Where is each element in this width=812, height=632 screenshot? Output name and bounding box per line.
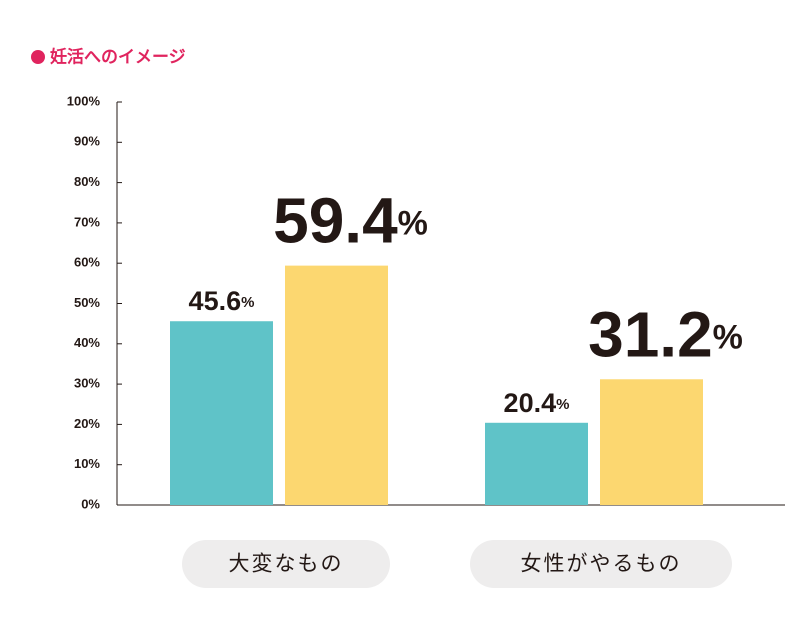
x-tick-label: 女性がやるもの (521, 553, 682, 576)
y-tick-label: 20% (74, 416, 100, 431)
y-tick-label: 60% (74, 255, 100, 270)
bar (600, 379, 703, 505)
value-label: 31.2% (588, 298, 743, 370)
y-tick-label: 50% (74, 295, 100, 310)
value-label: 20.4% (504, 388, 570, 418)
x-tick-label: 大変なもの (229, 553, 344, 576)
y-tick-label: 10% (74, 456, 100, 471)
y-tick-label: 80% (74, 174, 100, 189)
category-pill (182, 540, 390, 588)
value-label: 59.4% (273, 185, 428, 257)
y-tick-label: 30% (74, 376, 100, 391)
bar (285, 265, 388, 505)
y-tick-label: 100% (67, 93, 101, 108)
bar (170, 321, 273, 505)
y-tick-label: 90% (74, 134, 100, 149)
bar (485, 422, 588, 505)
category-pill (470, 540, 732, 588)
y-tick-label: 70% (74, 214, 100, 229)
y-tick-label: 40% (74, 335, 100, 350)
title-bullet (31, 50, 45, 64)
y-tick-label: 0% (81, 496, 100, 511)
chart-title: 妊活へのイメージ (50, 46, 186, 66)
value-label: 45.6% (189, 286, 255, 316)
